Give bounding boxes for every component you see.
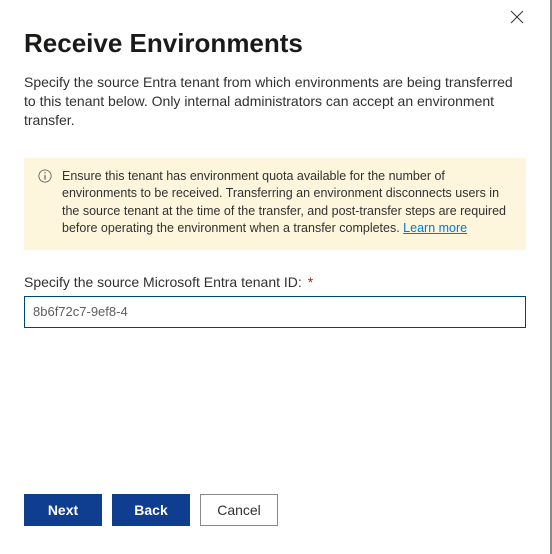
dialog-description: Specify the source Entra tenant from whi… bbox=[24, 73, 526, 130]
back-button[interactable]: Back bbox=[112, 494, 190, 526]
cancel-button[interactable]: Cancel bbox=[200, 494, 278, 526]
close-icon[interactable] bbox=[510, 10, 530, 30]
info-banner: Ensure this tenant has environment quota… bbox=[24, 158, 526, 250]
required-indicator: * bbox=[308, 274, 313, 290]
page-title: Receive Environments bbox=[24, 28, 526, 59]
info-banner-text: Ensure this tenant has environment quota… bbox=[62, 168, 512, 238]
learn-more-link[interactable]: Learn more bbox=[403, 221, 467, 235]
info-icon bbox=[38, 168, 52, 238]
tenant-id-input[interactable] bbox=[24, 296, 526, 328]
dialog-footer: Next Back Cancel bbox=[24, 494, 278, 526]
receive-environments-dialog: Receive Environments Specify the source … bbox=[0, 0, 550, 554]
next-button[interactable]: Next bbox=[24, 494, 102, 526]
tenant-id-label-text: Specify the source Microsoft Entra tenan… bbox=[24, 274, 302, 290]
tenant-id-label: Specify the source Microsoft Entra tenan… bbox=[24, 274, 526, 290]
